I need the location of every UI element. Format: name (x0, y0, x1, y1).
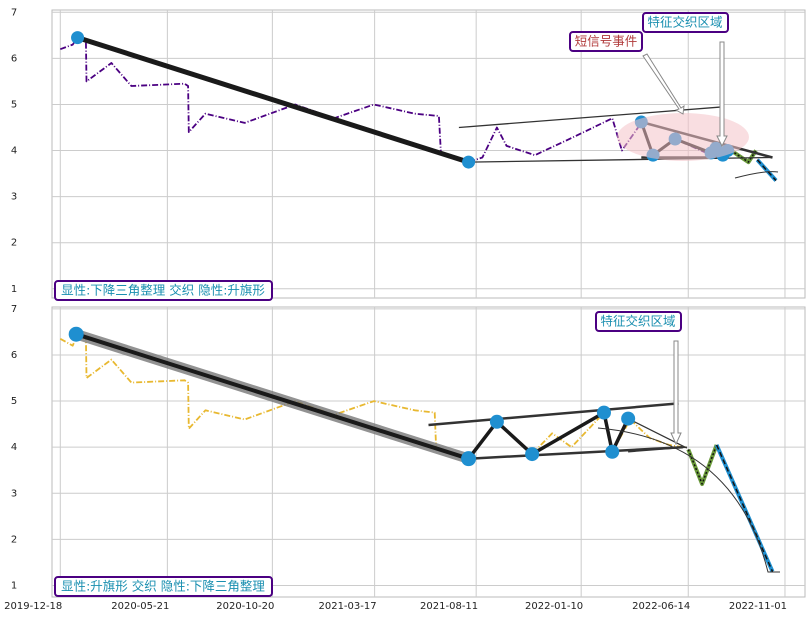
x-tick-label: 2021-03-17 (318, 601, 376, 612)
x-tick-label: 2022-11-01 (729, 601, 787, 612)
pivot-marker (489, 414, 504, 429)
pivot-marker (461, 451, 476, 466)
axes-frame (51, 306, 806, 598)
interleave-region (617, 113, 749, 161)
y-tick-label: 1 (11, 580, 17, 591)
pivot-marker (71, 31, 85, 45)
y-tick-label: 5 (11, 396, 17, 407)
series-line (428, 402, 679, 427)
pivot-marker (462, 155, 476, 169)
y-tick-label: 7 (11, 304, 17, 315)
pattern-label: 显性:下降三角整理 交织 隐性:升旗形 (61, 283, 265, 298)
pivot-marker (68, 326, 84, 342)
series-line (76, 35, 470, 165)
series-overlay (687, 444, 718, 485)
arrow (716, 41, 728, 148)
series-line (59, 36, 725, 163)
series-line (468, 445, 683, 460)
x-tick-label: 2022-06-14 (632, 601, 690, 612)
y-tick-label: 2 (11, 238, 17, 249)
y-tick-label: 2 (11, 534, 17, 545)
annotation: 短信号事件 (575, 34, 638, 49)
y-tick-label: 6 (11, 350, 17, 361)
arrow (642, 53, 685, 115)
series-line (627, 418, 688, 449)
x-tick-label: 2019-12-18 (4, 601, 62, 612)
series-overlay (730, 149, 757, 163)
series-overlay (756, 159, 777, 182)
annotation-box (569, 31, 643, 52)
series-overlay (715, 444, 774, 572)
y-tick-label: 3 (11, 192, 17, 203)
series-line (628, 446, 687, 453)
x-tick-label: 2020-10-20 (216, 601, 274, 612)
x-tick-label: 2021-08-11 (420, 601, 478, 612)
y-tick-label: 4 (11, 442, 17, 453)
pivot-marker (621, 411, 636, 426)
annotation-box (54, 280, 273, 301)
y-tick-label: 7 (11, 7, 17, 18)
annotation: 特征交织区域 (647, 15, 722, 30)
x-tick-label: 2022-01-10 (525, 601, 583, 612)
annotation: 特征交织区域 (600, 314, 675, 329)
y-tick-label: 4 (11, 146, 17, 157)
arc (597, 427, 780, 573)
pivot-marker (596, 405, 611, 420)
y-tick-label: 1 (11, 284, 17, 295)
x-tick-label: 2020-05-21 (111, 601, 169, 612)
pattern-label: 显性:升旗形 交织 隐性:下降三角整理 (61, 579, 265, 594)
y-tick-label: 5 (11, 99, 17, 110)
pivot-marker (525, 447, 540, 462)
pivot-marker (605, 444, 620, 459)
annotation-box (642, 12, 729, 33)
annotation-box (595, 311, 682, 332)
y-tick-label: 6 (11, 53, 17, 64)
arrow (670, 340, 682, 446)
y-tick-label: 3 (11, 488, 17, 499)
annotation-box (54, 576, 273, 597)
series-line (75, 332, 470, 461)
arc (734, 171, 779, 179)
